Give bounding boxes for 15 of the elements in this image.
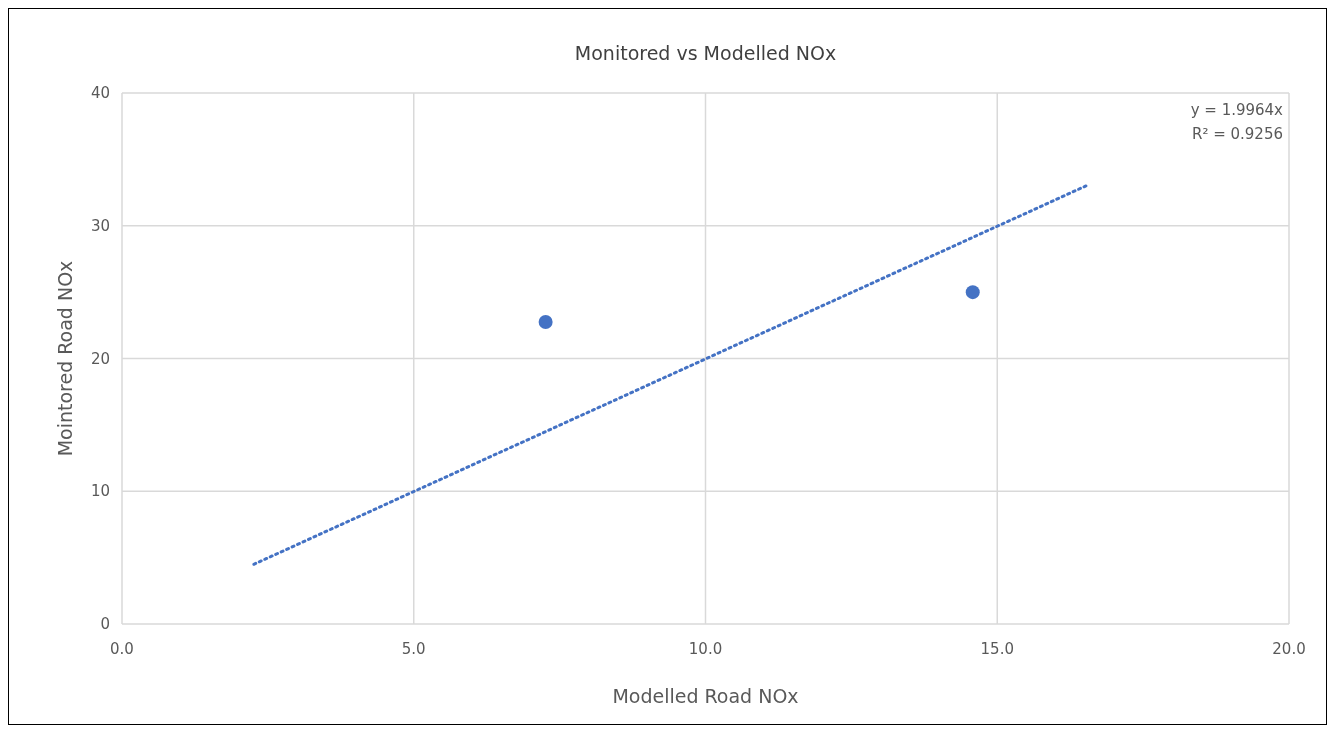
x-tick-label: 20.0	[1272, 640, 1306, 658]
y-axis-title: Mointored Road NOx	[54, 260, 76, 457]
x-axis-title: Modelled Road NOx	[612, 685, 799, 707]
annotation: y = 1.9964x	[1190, 101, 1284, 119]
x-tick-label: 0.0	[110, 640, 134, 658]
annotation: R² = 0.9256	[1191, 125, 1283, 143]
x-tick-label: 10.0	[688, 640, 723, 658]
y-tick-label: 0	[100, 615, 110, 633]
y-tick-label: 30	[90, 216, 110, 235]
chart-title: Monitored vs Modelled NOx	[574, 42, 837, 64]
y-tick-label: 40	[90, 84, 110, 102]
x-tick-label: 15.0	[980, 640, 1014, 658]
y-tick-label: 20	[90, 349, 110, 368]
x-tick-label: 5.0	[401, 640, 426, 658]
y-tick-label: 10	[90, 482, 110, 501]
